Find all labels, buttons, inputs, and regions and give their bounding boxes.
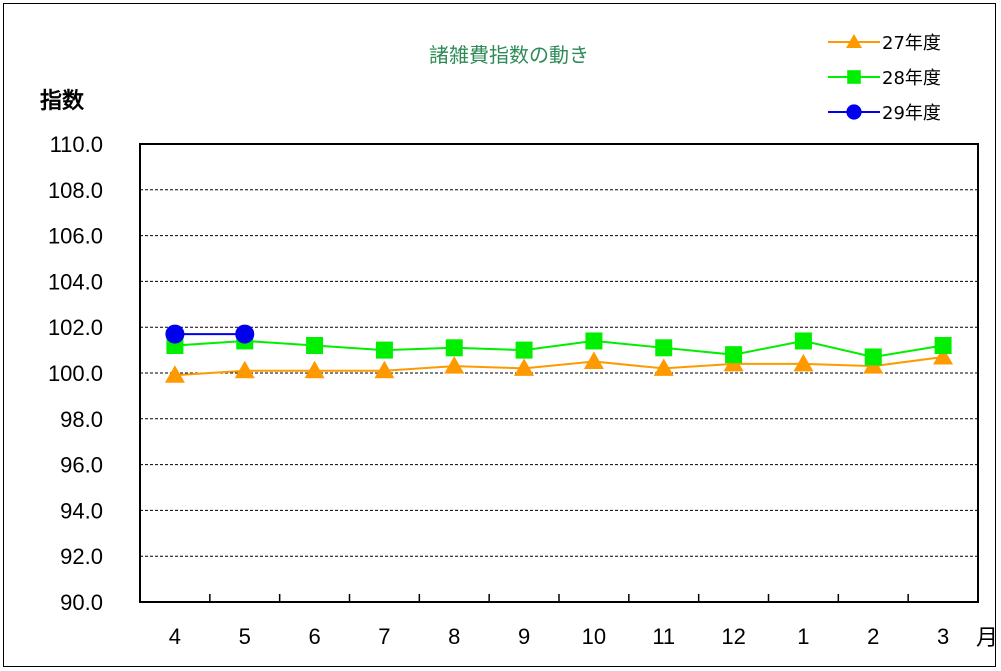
data-point	[235, 324, 255, 344]
x-axis-unit-label: 月	[976, 626, 998, 651]
legend-label: 28年度	[882, 68, 941, 89]
data-point	[445, 339, 463, 357]
legend-item: 28年度	[828, 68, 941, 89]
data-point	[374, 360, 395, 379]
x-tick-label: 3	[937, 624, 949, 649]
x-tick-label: 9	[518, 624, 530, 649]
x-tick-label: 12	[721, 624, 745, 649]
series-29年度	[165, 324, 255, 344]
data-point	[583, 351, 604, 370]
gridlines	[140, 189, 978, 557]
legend-marker	[846, 104, 862, 120]
x-tick-label: 7	[378, 624, 390, 649]
legend-label: 27年度	[882, 33, 941, 54]
series-group	[164, 324, 954, 383]
series-line	[174, 355, 944, 377]
x-tick-label: 8	[448, 624, 460, 649]
legend: 27年度 28年度 29年度	[828, 33, 941, 124]
x-tick-label: 2	[867, 624, 879, 649]
data-point	[375, 341, 393, 359]
data-point	[585, 332, 603, 350]
x-tick-label: 4	[169, 624, 181, 649]
data-point	[165, 324, 185, 344]
data-point	[515, 341, 533, 359]
legend-item: 29年度	[828, 103, 941, 124]
data-point	[234, 360, 255, 379]
y-tick-label: 108.0	[48, 178, 103, 203]
y-tick-label: 98.0	[60, 407, 103, 432]
data-point	[653, 358, 674, 376]
chart-frame	[3, 3, 996, 667]
x-tick-labels: 4 5 6 7 8 9 10 11 12 1 2 3	[169, 594, 949, 649]
x-tick-label: 1	[797, 624, 809, 649]
legend-item: 27年度	[828, 33, 941, 54]
data-point	[933, 346, 954, 365]
chart-title: 諸雑費指数の動き	[429, 43, 589, 67]
y-tick-label: 92.0	[60, 544, 103, 569]
data-point	[655, 339, 673, 357]
data-point	[934, 337, 952, 355]
series-28年度	[166, 332, 952, 366]
y-tick-label: 100.0	[48, 361, 103, 386]
y-tick-labels: 90.0 92.0 94.0 96.0 98.0 100.0 102.0 104.0 106.0…	[48, 132, 103, 615]
data-point	[306, 337, 324, 355]
series-27年度	[164, 346, 954, 383]
data-point	[864, 348, 882, 366]
x-tick-label: 10	[582, 624, 606, 649]
y-tick-label: 102.0	[48, 315, 103, 340]
x-tick-label: 11	[652, 624, 675, 649]
y-axis-label: 指数	[40, 88, 85, 114]
legend-label: 29年度	[882, 103, 941, 124]
data-point	[794, 332, 812, 350]
y-tick-label: 106.0	[48, 224, 103, 249]
y-tick-label: 96.0	[60, 453, 103, 478]
data-point	[444, 356, 465, 374]
data-point	[725, 346, 743, 364]
y-tick-label: 90.0	[60, 590, 103, 615]
data-point	[793, 353, 814, 372]
y-tick-label: 104.0	[48, 269, 103, 294]
y-tick-label: 110.0	[50, 132, 103, 157]
series-line	[174, 339, 944, 358]
data-point	[304, 360, 325, 379]
data-point	[164, 365, 185, 383]
x-tick-label: 5	[239, 624, 251, 649]
x-tick-label: 6	[308, 624, 320, 649]
data-point	[514, 358, 535, 376]
y-tick-label: 94.0	[60, 498, 103, 523]
legend-marker	[846, 34, 862, 48]
legend-marker	[847, 70, 861, 84]
